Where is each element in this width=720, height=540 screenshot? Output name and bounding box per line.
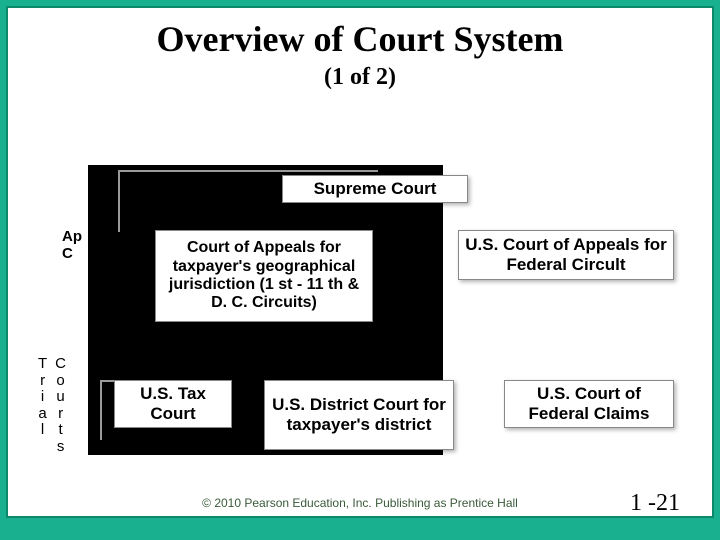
node-appeals-federal-circuit: U.S. Court of Appeals for Federal Circul… <box>458 230 674 280</box>
node-supreme-court: Supreme Court <box>282 175 468 203</box>
connector-h-top <box>118 170 378 172</box>
node-us-court-federal-claims: U.S. Court of Federal Claims <box>504 380 674 428</box>
node-appeals-geographic: Court of Appeals for taxpayer's geograph… <box>155 230 373 322</box>
page-title: Overview of Court System <box>0 18 720 60</box>
node-label: Court of Appeals for taxpayer's geograph… <box>162 239 366 313</box>
connector-v-left-top <box>118 170 120 232</box>
node-label: U.S. District Court for taxpayer's distr… <box>271 395 447 434</box>
connector-v-left-mid <box>100 380 102 440</box>
page-number: 1 -21 <box>630 490 680 517</box>
footer-copyright: © 2010 Pearson Education, Inc. Publishin… <box>0 496 720 510</box>
label-appellate-courts-partial: Ap C <box>62 228 82 262</box>
slide: Overview of Court System (1 of 2) Suprem… <box>0 0 720 540</box>
label-trial-courts: Trial Courts <box>38 356 66 455</box>
node-label: Supreme Court <box>314 179 437 199</box>
page-subtitle: (1 of 2) <box>0 64 720 91</box>
node-label: U.S. Court of Federal Claims <box>511 384 667 423</box>
node-label: U.S. Tax Court <box>121 384 225 423</box>
label-trial-col: Trial <box>38 356 47 455</box>
node-us-tax-court: U.S. Tax Court <box>114 380 232 428</box>
label-courts-col: Courts <box>55 356 66 455</box>
node-us-district-court: U.S. District Court for taxpayer's distr… <box>264 380 454 450</box>
node-label: U.S. Court of Appeals for Federal Circul… <box>465 235 667 274</box>
